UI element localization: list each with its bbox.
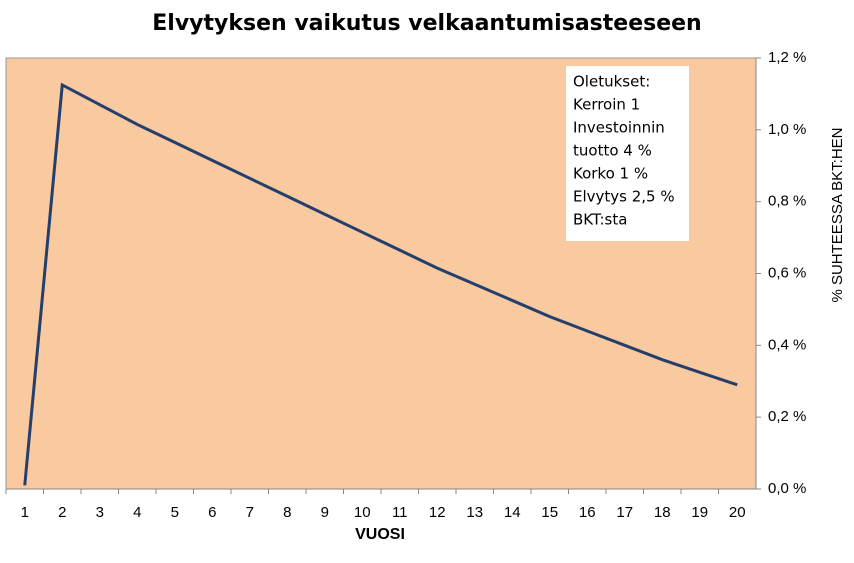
annotation-line: Elvytys 2,5 %	[573, 188, 675, 206]
x-tick-label: 6	[208, 504, 216, 521]
x-tick-label: 2	[58, 504, 66, 521]
x-tick-label: 18	[654, 504, 671, 521]
y-axis-label: % SUHTEESSA BKT:HEN	[829, 127, 846, 302]
y-tick-label: 0,4 %	[768, 336, 806, 353]
y-tick-label: 1,0 %	[768, 121, 806, 138]
data-line	[23, 82, 738, 486]
x-tick-label: 7	[246, 504, 254, 521]
annotation-line: Oletukset:	[573, 73, 650, 91]
x-tick-label: 19	[691, 504, 708, 521]
x-axis-label: VUOSI	[355, 526, 405, 543]
annotation-box	[566, 66, 689, 241]
annotation-line: tuotto 4 %	[573, 142, 652, 160]
x-tick-label: 8	[283, 504, 291, 521]
x-tick-label: 15	[541, 504, 558, 521]
x-tick-label: 9	[321, 504, 329, 521]
x-tick-label: 17	[616, 504, 633, 521]
x-tick-label: 20	[729, 504, 746, 521]
y-tick-label: 0,0 %	[768, 480, 806, 497]
annotation-line: Korko 1 %	[573, 165, 648, 183]
annotation-line: BKT:sta	[573, 211, 627, 229]
annotation-line: Investoinnin	[573, 119, 665, 137]
y-tick-label: 0,2 %	[768, 408, 806, 425]
x-tick-label: 14	[504, 504, 521, 521]
x-tick-label: 16	[579, 504, 596, 521]
y-tick-label: 0,8 %	[768, 193, 806, 210]
x-tick-label: 10	[354, 504, 371, 521]
x-tick-label: 4	[133, 504, 141, 521]
x-tick-label: 1	[21, 504, 29, 521]
y-tick-label: 1,2 %	[768, 49, 806, 66]
x-tick-label: 11	[392, 504, 408, 521]
x-tick-label: 13	[466, 504, 483, 521]
x-tick-label: 5	[171, 504, 179, 521]
y-tick-label: 0,6 %	[768, 264, 806, 281]
annotation-line: Kerroin 1	[573, 96, 640, 114]
x-tick-label: 3	[96, 504, 104, 521]
chart-title: Elvytyksen vaikutus velkaantumisasteesee…	[152, 11, 701, 36]
x-tick-label: 12	[429, 504, 446, 521]
